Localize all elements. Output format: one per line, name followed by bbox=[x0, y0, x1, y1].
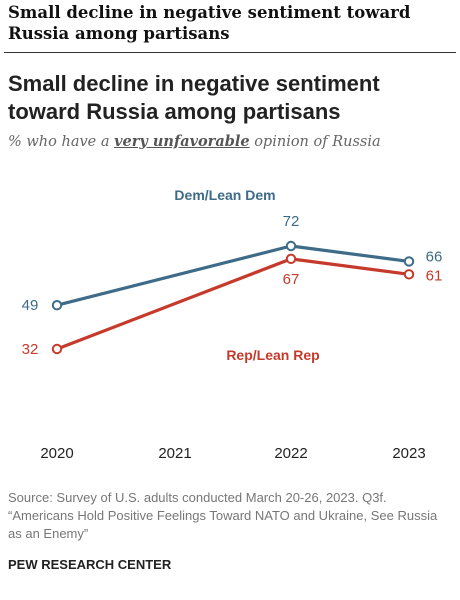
series-line-0 bbox=[56, 244, 410, 307]
series-label-1: Rep/Lean Rep bbox=[226, 347, 319, 363]
data-label-1-2022: 67 bbox=[283, 271, 300, 288]
data-label-1-2020: 32 bbox=[22, 341, 39, 358]
data-label-0-2023: 66 bbox=[426, 248, 443, 265]
series-line-1 bbox=[56, 257, 410, 351]
series-label-0: Dem/Lean Dem bbox=[174, 187, 275, 203]
source-note: Source: Survey of U.S. adults conducted … bbox=[8, 490, 438, 541]
x-tick-label-2020: 2020 bbox=[40, 445, 73, 462]
data-label-0-2020: 49 bbox=[22, 297, 39, 314]
page-header-title: Small decline in negative sentiment towa… bbox=[8, 3, 411, 43]
chart-title: Small decline in negative sentiment towa… bbox=[8, 71, 380, 124]
data-point-1-2023 bbox=[403, 269, 415, 280]
data-point-1-2022 bbox=[285, 253, 297, 265]
header-divider bbox=[4, 52, 456, 53]
subtitle-emphasis: very unfavorable bbox=[114, 133, 250, 150]
x-tick-label-2023: 2023 bbox=[392, 445, 425, 462]
data-label-1-2023: 61 bbox=[426, 267, 443, 284]
subtitle-prefix: % who have a bbox=[8, 134, 115, 150]
data-point-0-2020 bbox=[51, 300, 63, 311]
x-tick-label-2022: 2022 bbox=[274, 445, 307, 462]
organization-name: PEW RESEARCH CENTER bbox=[8, 557, 172, 572]
line-chart: 2020 2021 2022 2023 49 72 66 Dem/Lean Dem 32 67 61… bbox=[22, 187, 443, 462]
subtitle-suffix: opinion of Russia bbox=[249, 134, 381, 150]
data-point-0-2022 bbox=[285, 240, 297, 252]
data-label-0-2022: 72 bbox=[283, 213, 300, 230]
chart-subtitle: % who have a very unfavorable opinion of… bbox=[8, 133, 448, 150]
data-point-0-2023 bbox=[403, 256, 415, 267]
data-point-1-2020 bbox=[51, 343, 63, 355]
x-tick-label-2021: 2021 bbox=[158, 445, 191, 462]
